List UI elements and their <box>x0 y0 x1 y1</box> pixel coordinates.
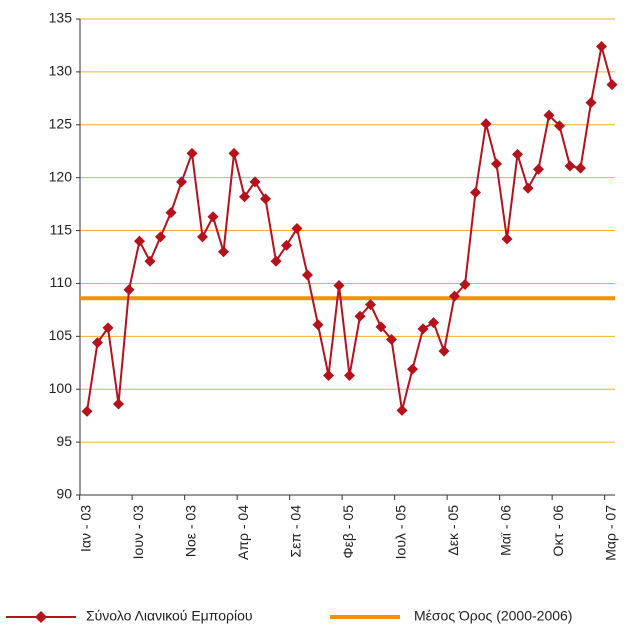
legend-label: Σύνολο Λιανικού Εμπορίου <box>86 608 253 624</box>
marker <box>417 323 429 335</box>
marker <box>606 79 618 91</box>
y-tick-label: 125 <box>49 115 73 131</box>
legend-marker <box>35 611 47 623</box>
marker <box>218 246 229 258</box>
marker <box>407 363 418 375</box>
y-tick-label: 105 <box>49 327 73 343</box>
x-tick-label: Ιουλ - 05 <box>393 505 409 560</box>
x-tick-label: Οκτ - 06 <box>550 505 566 557</box>
y-tick-label: 130 <box>49 63 73 79</box>
marker <box>396 404 408 416</box>
series-line <box>86 46 613 412</box>
marker <box>459 279 471 291</box>
x-tick-label: Μαϊ - 06 <box>498 505 514 556</box>
marker <box>386 334 397 346</box>
marker <box>281 239 292 251</box>
marker <box>176 176 187 188</box>
marker <box>207 211 219 223</box>
legend-label: Μέσος Όρος (2000-2006) <box>414 608 572 624</box>
y-tick-label: 115 <box>50 221 73 237</box>
x-tick-label: Ιαν - 03 <box>78 505 94 552</box>
marker <box>302 269 313 281</box>
x-tick-label: Σεπ - 04 <box>288 505 304 558</box>
marker <box>564 160 576 172</box>
marker <box>554 120 565 132</box>
y-tick-label: 100 <box>49 380 73 396</box>
marker <box>186 147 198 159</box>
marker <box>312 319 324 331</box>
x-tick-label: Νοε - 03 <box>183 505 199 557</box>
x-tick-label: Μαρ - 07 <box>603 505 619 561</box>
marker <box>134 235 145 247</box>
marker <box>323 369 334 381</box>
marker <box>228 147 240 159</box>
marker <box>155 231 166 243</box>
marker <box>585 97 597 109</box>
y-tick-label: 90 <box>56 486 72 502</box>
marker <box>113 398 124 410</box>
marker <box>533 163 544 175</box>
marker <box>501 233 513 245</box>
marker <box>512 148 523 160</box>
x-tick-label: Φεβ - 05 <box>340 505 356 559</box>
marker <box>543 109 555 121</box>
y-tick-label: 135 <box>49 10 73 26</box>
marker <box>81 405 93 417</box>
marker <box>270 255 282 267</box>
marker <box>365 299 376 311</box>
marker <box>438 345 450 357</box>
marker <box>144 255 156 267</box>
marker <box>239 191 250 203</box>
marker <box>354 310 366 322</box>
x-tick-label: Ιουν - 03 <box>130 505 146 560</box>
y-tick-label: 120 <box>49 168 73 184</box>
x-tick-label: Απρ - 04 <box>235 505 251 560</box>
y-tick-label: 110 <box>50 274 73 290</box>
marker <box>575 162 586 174</box>
y-tick-label: 95 <box>56 433 72 449</box>
marker <box>165 207 177 219</box>
marker <box>291 222 303 234</box>
marker <box>449 290 460 302</box>
marker <box>260 193 271 205</box>
marker <box>344 369 355 381</box>
marker <box>102 322 114 334</box>
marker <box>333 280 345 292</box>
marker <box>470 186 481 198</box>
marker <box>428 317 439 329</box>
marker <box>491 158 502 170</box>
marker <box>480 118 492 130</box>
marker <box>123 284 135 296</box>
marker <box>522 182 534 194</box>
marker <box>249 176 261 188</box>
marker <box>197 231 208 243</box>
marker <box>375 321 387 333</box>
marker <box>596 41 607 53</box>
x-tick-label: Δεκ - 05 <box>445 505 461 556</box>
marker <box>92 337 103 349</box>
